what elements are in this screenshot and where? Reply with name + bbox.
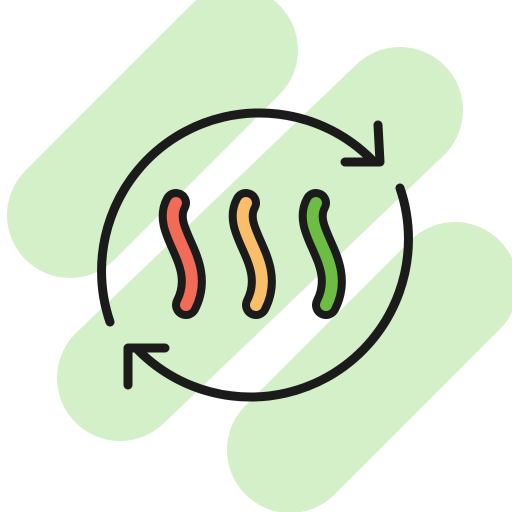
heat-wave-orange [228,189,276,319]
cycle-arc-lower [133,183,413,402]
background-blob-1 [7,0,298,278]
heat-wave-red [158,189,206,319]
heat-waves [158,189,346,319]
cycle-arrows [97,108,413,402]
arrowhead-top-right-icon [340,120,385,167]
heat-wave-green [298,189,346,319]
arrowhead-bottom-left-icon [123,343,170,390]
cycle-arc-upper [97,108,377,327]
background-blob-3 [227,222,512,512]
